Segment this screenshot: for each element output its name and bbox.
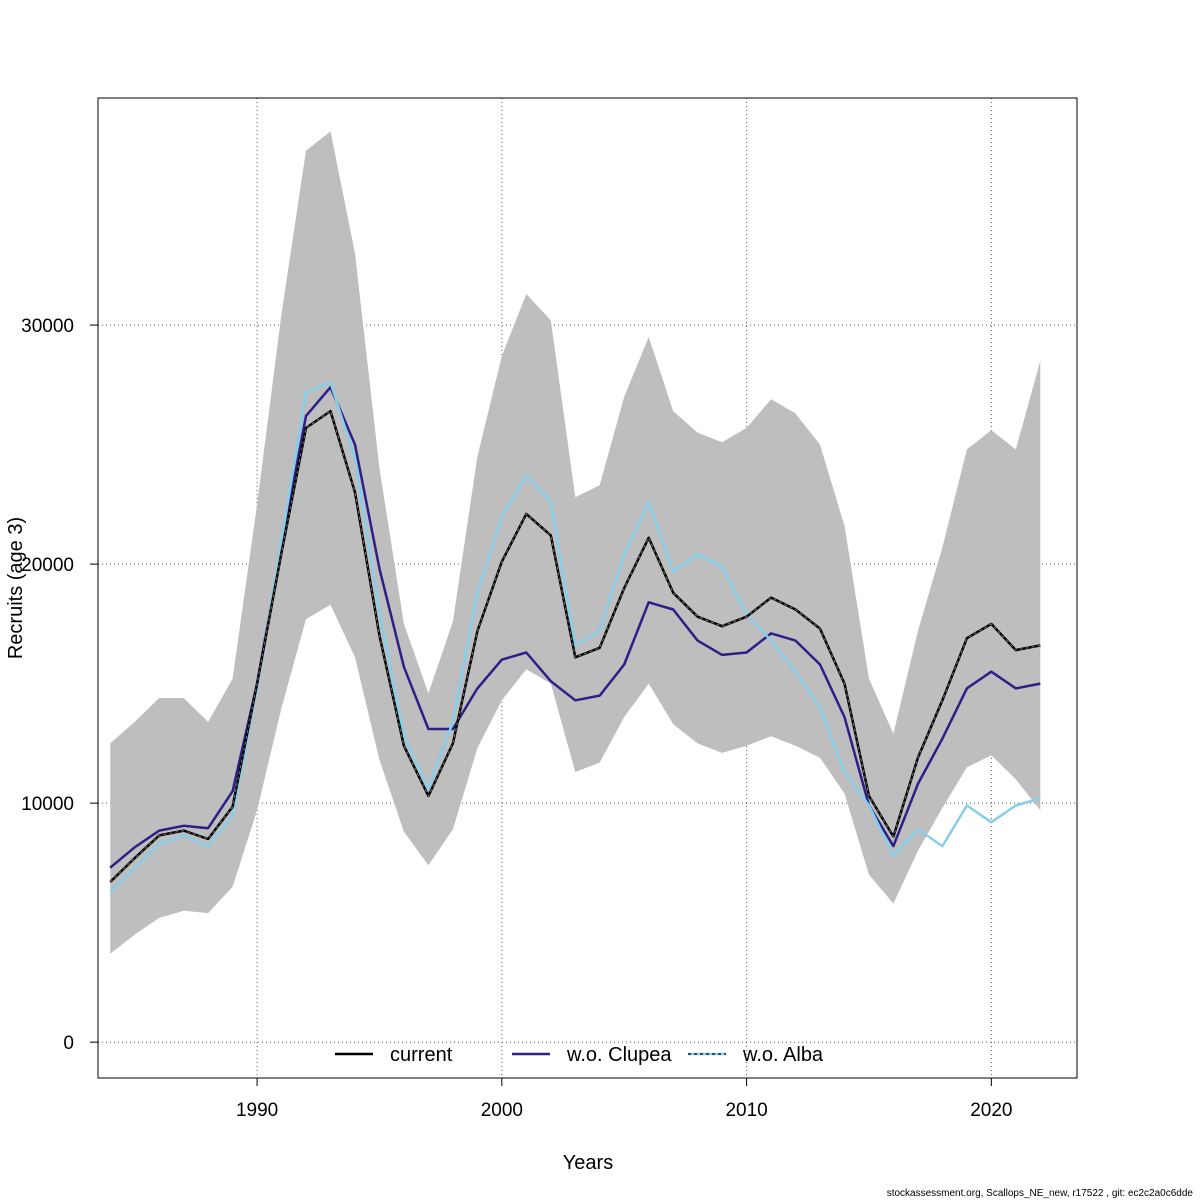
plot-frame: [97, 97, 1078, 1079]
x-tick-label-2000: 2000: [481, 1100, 523, 1121]
series-layer: [109, 381, 1041, 893]
y-axis-title: Recruits (age 3): [5, 517, 27, 659]
confidence-band-layer: [110, 131, 1041, 954]
y-tick-label-10000: 10000: [21, 794, 74, 815]
y-axis: 0 10000 20000 30000: [21, 316, 98, 1054]
legend-label-clupea: w.o. Clupea: [566, 1044, 672, 1066]
footer-text: stockassessment.org, Scallops_NE_new, r1…: [887, 1188, 1194, 1199]
legend: current w.o. Clupea w.o. Alba: [335, 1044, 824, 1066]
x-tick-label-2010: 2010: [725, 1100, 767, 1121]
grid-lines: [98, 98, 1077, 1078]
y-tick-label-0: 0: [63, 1033, 74, 1054]
x-axis-title: Years: [563, 1152, 613, 1174]
y-tick-label-30000: 30000: [21, 316, 74, 337]
series-line-current-dotted-overlay: [109, 410, 1041, 883]
x-axis: 1990 2000 2010 2020: [236, 1078, 1012, 1121]
legend-label-current: current: [390, 1044, 453, 1066]
y-tick-label-20000: 20000: [21, 555, 74, 576]
confidence-band: [110, 131, 1041, 954]
x-tick-label-2020: 2020: [970, 1100, 1012, 1121]
legend-label-alba: w.o. Alba: [742, 1044, 824, 1066]
x-tick-label-1990: 1990: [236, 1100, 278, 1121]
